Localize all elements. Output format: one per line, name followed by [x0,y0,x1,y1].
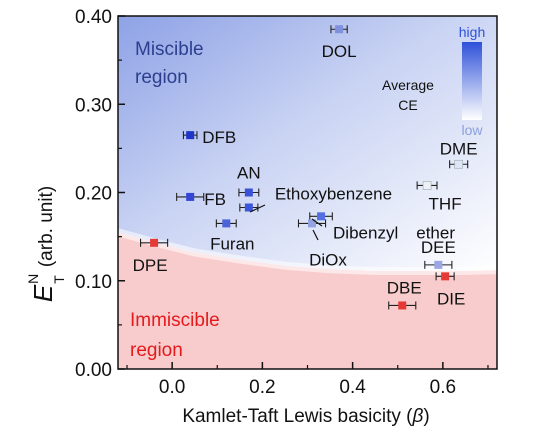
point-marker [317,212,326,221]
x-tick-label: 0.6 [430,377,456,398]
data-point-ethoxybenzene: Ethoxybenzene [239,185,392,212]
point-label: DEE [421,238,456,257]
boundary-line [118,228,497,276]
axes-layer: 0.0 0.2 0.4 0.6 0.00 0.10 0.20 0.30 0.40 [75,7,498,398]
point-marker [244,203,253,212]
miscible-label-line1: Miscible [135,39,204,60]
colorbar-high-label: high [459,24,485,40]
data-point-dibenzyl-ether: Dibenzyl ether [309,212,455,242]
point-marker [244,188,253,197]
data-point-dbe: DBE [387,278,422,310]
colorbar-low-label: low [461,122,483,138]
y-tick-label: 0.40 [75,7,112,28]
colorbar-title-line1: Average [382,77,434,93]
data-point-furan: Furan [210,219,254,253]
x-tick-label: 0.4 [339,377,366,398]
data-point-dee: DEE [421,238,456,269]
data-point-dol: DOL [322,25,357,61]
immiscible-label-line1: Immiscible [130,310,220,331]
point-marker [422,181,432,190]
point-label: DIE [437,289,465,308]
data-point-dfb: DFB [182,128,236,147]
point-label: DBE [387,278,422,297]
point-label: DOL [322,42,357,61]
point-label: Furan [210,234,254,253]
data-point-die: DIE [435,272,465,308]
data-point-fb: FB [176,190,226,209]
data-point-diox: DiOx [297,219,347,269]
svg-text:ENT(arb. unit): EN T(arb. unit) [25,186,67,302]
point-marker [441,272,450,281]
point-marker [186,131,195,140]
x-tick-label: 0.2 [249,377,275,398]
points-layer: DOL DFB DME AN FB Ethoxybenzene THF Furan Dibenz… [133,25,478,310]
point-label: DiOx [309,250,347,269]
miscible-label-line2: region [135,67,188,88]
point-marker [308,219,317,228]
annotation-arrow [249,204,266,213]
immiscible-area [118,232,497,369]
point-label: THF [429,194,462,213]
data-point-an: AN [237,164,261,197]
y-axis-label: EN T(arb. unit) [25,186,67,302]
point-label: DPE [133,256,168,275]
point-marker [454,159,463,169]
point-marker [434,260,443,269]
point-label: DME [440,139,478,158]
point-label: Ethoxybenzene [275,185,392,204]
regions-layer [118,16,497,369]
colorbar-title-line2: CE [398,97,417,113]
colorbar [462,42,482,120]
annotation-arrow [312,229,319,241]
point-marker [335,25,344,34]
y-tick-label: 0.30 [75,95,112,116]
annotation-arrow [311,218,323,227]
x-axis-label: Kamlet-Taft Lewis basicity (β) [182,406,429,427]
y-tick-label: 0.10 [75,272,112,293]
point-label: Dibenzyl ether [333,223,455,242]
y-tick-label: 0.00 [75,360,112,381]
data-point-dpe: DPE [133,238,169,275]
point-label: DFB [202,128,236,147]
point-marker [150,238,159,247]
y-tick-label: 0.20 [75,184,112,205]
data-point-thf: THF [416,181,462,213]
point-marker [186,192,195,201]
immiscible-label-line2: region [130,340,183,361]
miscible-area [118,16,497,272]
x-tick-label: 0.0 [159,377,185,398]
data-point-dme: DME [440,139,478,169]
point-marker [398,301,407,310]
point-label: AN [237,164,261,183]
point-marker [222,219,231,228]
point-label: FB [204,190,226,209]
